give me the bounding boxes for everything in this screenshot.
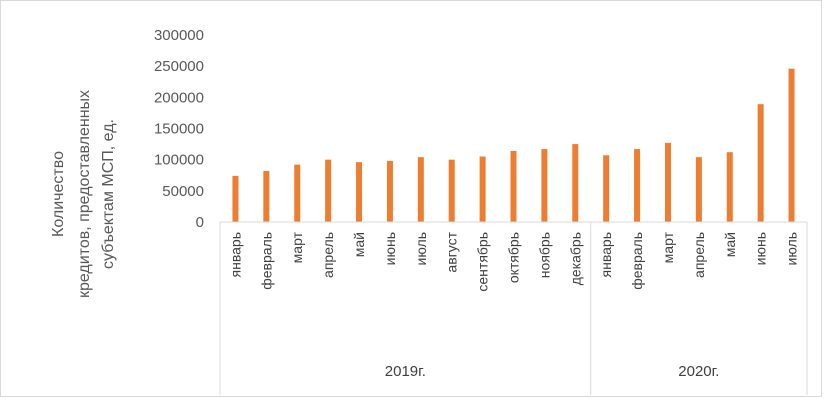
bar — [263, 170, 270, 222]
bar — [479, 156, 486, 222]
x-tick-label: апрель — [320, 232, 336, 278]
x-tick-label: июль — [784, 232, 800, 265]
bar — [232, 175, 239, 222]
y-axis-title-line-1: Количество — [50, 151, 67, 237]
x-tick-label: март — [289, 231, 305, 263]
y-axis-title-line-3: субъектам МСП, ед. — [100, 119, 117, 269]
x-tick-label: июнь — [382, 232, 398, 265]
y-tick-label: 100000 — [154, 152, 204, 169]
y-tick-label: 0 — [196, 214, 204, 231]
bar — [664, 142, 671, 222]
bar — [603, 155, 610, 222]
y-axis-title-line-2: кредитов, предоставленных — [76, 90, 93, 298]
bar — [510, 150, 517, 222]
x-tick-label: январь — [598, 232, 614, 277]
y-tick-label: 50000 — [162, 183, 204, 200]
bar — [541, 149, 548, 222]
bar — [695, 157, 702, 222]
x-tick-label: сентябрь — [475, 232, 491, 292]
x-axis: январь февраль март апрель май июнь июль август… — [219, 221, 808, 395]
x-group-label: 2020г. — [678, 363, 719, 380]
bar — [448, 159, 455, 222]
x-tick-label: июнь — [753, 232, 769, 265]
x-tick-label: июль — [413, 232, 429, 265]
x-tick-label: февраль — [629, 232, 645, 290]
x-tick-label: октябрь — [506, 232, 522, 283]
y-tick-label: 300000 — [154, 27, 204, 44]
bar — [757, 104, 764, 222]
x-tick-label: август — [444, 231, 460, 272]
x-tick-label: февраль — [258, 232, 274, 290]
x-tick-label: апрель — [691, 232, 707, 278]
x-tick-label: март — [660, 231, 676, 263]
y-tick-label: 250000 — [154, 58, 204, 75]
y-axis-ticks: 0 50000 100000 150000 200000 250000 300000 — [154, 27, 204, 231]
bars — [232, 68, 795, 222]
x-group-label: 2019г. — [385, 363, 426, 380]
bar — [788, 68, 795, 222]
bar — [325, 159, 332, 222]
bar — [726, 152, 733, 222]
x-tick-label: май — [351, 232, 367, 257]
bar — [417, 157, 424, 222]
bar — [572, 144, 579, 222]
x-tick-label: май — [722, 232, 738, 257]
y-tick-label: 200000 — [154, 89, 204, 106]
x-tick-label: январь — [227, 232, 243, 277]
bar — [294, 164, 301, 222]
bar — [386, 160, 393, 222]
bar — [356, 162, 363, 222]
x-tick-label: декабрь — [567, 232, 583, 285]
x-tick-label: ноябрь — [536, 232, 552, 278]
bar — [634, 149, 641, 222]
y-tick-label: 150000 — [154, 121, 204, 138]
